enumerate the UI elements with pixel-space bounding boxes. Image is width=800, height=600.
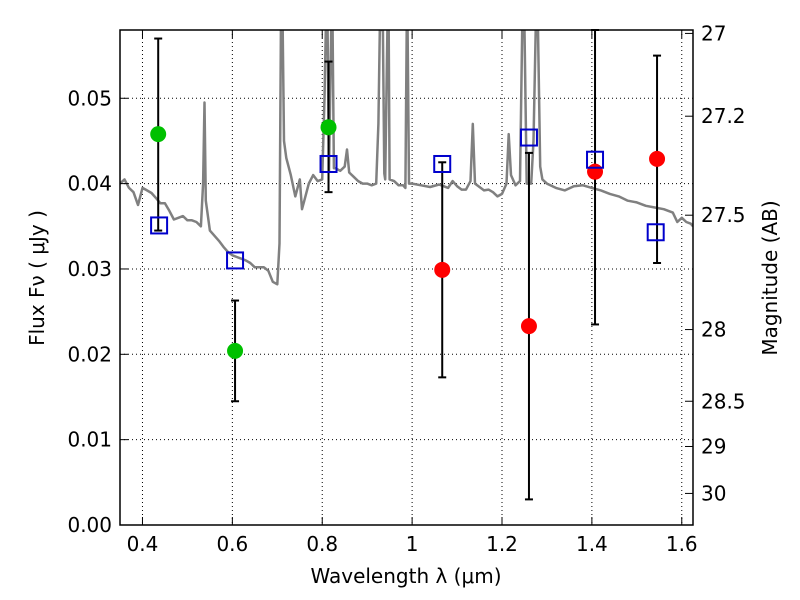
model-point-3 bbox=[433, 154, 452, 173]
y-tick-label-2: 0.02 bbox=[67, 342, 112, 366]
markers bbox=[150, 119, 666, 359]
x-axis-label: Wavelength λ (μm) bbox=[310, 564, 501, 588]
x-tick-label-0: 0.4 bbox=[127, 532, 159, 556]
model-point-1 bbox=[226, 251, 245, 270]
data-point-s1-3 bbox=[649, 150, 666, 167]
x-tick-label-3: 1 bbox=[406, 532, 419, 556]
data-point-s1-2 bbox=[587, 163, 604, 180]
y-tick-label-4: 0.04 bbox=[67, 172, 112, 196]
spectrum bbox=[120, 30, 693, 286]
mag-tick-label-6: 30 bbox=[701, 481, 726, 505]
model-point-0 bbox=[150, 216, 169, 235]
data-point-s0-1 bbox=[227, 342, 244, 359]
data-point-s1-0 bbox=[434, 261, 451, 278]
data-point-s0-2 bbox=[320, 119, 337, 136]
mag-tick-label-2: 27.5 bbox=[701, 203, 746, 227]
mag-tick-label-4: 28.5 bbox=[701, 389, 746, 413]
data-point-s0-0 bbox=[150, 126, 167, 143]
right-axis-label: Magnitude (AB) bbox=[758, 200, 782, 355]
x-tick-label-4: 1.2 bbox=[486, 532, 518, 556]
y-tick-label-1: 0.01 bbox=[67, 428, 112, 452]
x-tick-label-5: 1.4 bbox=[576, 532, 608, 556]
x-tick-label-2: 0.8 bbox=[306, 532, 338, 556]
mag-tick-label-5: 29 bbox=[701, 434, 726, 458]
mag-tick-label-1: 27.2 bbox=[701, 104, 746, 128]
y-axis-label: Flux Fν ( μJy ) bbox=[25, 210, 49, 346]
ticks: 0.4 0.6 0.8 1 1.2 1.4 1.6 0.00 0.01 0.02 0.03 0.04 0… bbox=[67, 21, 745, 556]
y-tick-label-5: 0.05 bbox=[67, 86, 112, 110]
y-tick-label-0: 0.00 bbox=[67, 513, 112, 537]
model-point-4 bbox=[519, 128, 538, 147]
spectrum-line bbox=[120, 30, 693, 286]
mag-tick-label-0: 27 bbox=[701, 21, 726, 45]
mag-tick-label-3: 28 bbox=[701, 318, 726, 342]
model-point-5 bbox=[586, 150, 605, 169]
data-point-s1-1 bbox=[520, 318, 537, 335]
y-tick-label-3: 0.03 bbox=[67, 257, 112, 281]
x-tick-label-1: 0.6 bbox=[216, 532, 248, 556]
plot-frame bbox=[119, 29, 694, 526]
model-point-2 bbox=[319, 154, 338, 173]
x-tick-label-6: 1.6 bbox=[666, 532, 698, 556]
grid bbox=[120, 30, 693, 526]
model-point-6 bbox=[646, 223, 665, 242]
